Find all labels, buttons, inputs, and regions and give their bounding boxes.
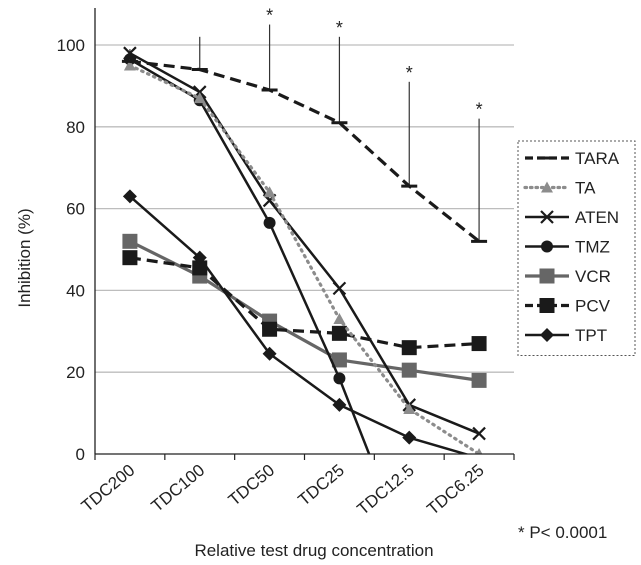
y-tick-labels: 0 20 40 60 80 100: [57, 36, 85, 464]
axes: [94, 8, 515, 460]
data-point: [401, 362, 417, 378]
series-tpt: [122, 189, 470, 454]
legend-label: TARA: [575, 149, 620, 168]
legend-swatch-marker: [540, 328, 554, 342]
legend-box: [517, 140, 636, 356]
series-line: [129, 239, 480, 382]
x-tick-label: TDC25: [295, 461, 348, 510]
data-point: [123, 59, 136, 71]
y-tick-label: 80: [66, 118, 85, 137]
significance-star: *: [406, 63, 413, 83]
x-tick-label: TDC50: [225, 461, 278, 510]
data-point: [331, 325, 347, 341]
legend-swatch-marker: [541, 240, 553, 253]
marker-stroke: [472, 426, 486, 441]
data-point: [472, 426, 486, 441]
x-tick-label: TDC12.5: [353, 461, 417, 519]
legend-item-tpt: TPT: [525, 326, 607, 345]
series-pcv: [122, 250, 487, 356]
data-point: [192, 250, 207, 265]
data-point: [401, 340, 417, 356]
y-tick-label: 40: [66, 281, 85, 300]
legend-label: VCR: [575, 267, 611, 286]
data-point: [471, 336, 487, 352]
x-tick-label: TDC100: [148, 461, 209, 516]
data-point: [402, 430, 417, 445]
legend-item-aten: ATEN: [525, 208, 619, 227]
y-tick-label: 0: [76, 445, 85, 464]
x-tick-labels: TDC200 TDC100 TDC50 TDC25 TDC12.5 TDC6.25: [78, 461, 488, 519]
gridlines: [95, 44, 514, 373]
legend: TARA TA ATEN TMZ VCR PCV TPT: [517, 140, 636, 356]
significance-star: *: [266, 6, 273, 26]
data-point: [262, 346, 277, 361]
series-line: [129, 59, 481, 243]
x-tick-label: TDC6.25: [423, 461, 487, 519]
legend-label: ATEN: [575, 208, 619, 227]
series-tara: [121, 59, 488, 243]
legend-swatch-marker: [540, 210, 554, 224]
significance-star: *: [476, 100, 483, 120]
legend-item-vcr: VCR: [525, 267, 611, 286]
legend-item-pcv: PCV: [525, 297, 611, 316]
data-point: [122, 250, 138, 266]
marker-stroke: [332, 281, 347, 296]
significance-stars: * * * *: [266, 6, 483, 120]
y-tick-label: 20: [66, 363, 85, 382]
data-point: [332, 281, 347, 296]
legend-swatch-marker: [539, 268, 555, 284]
series-line: [129, 52, 480, 435]
data-point: [333, 313, 346, 325]
legend-swatch-marker: [541, 181, 553, 193]
data-point: [263, 216, 276, 229]
data-point: [333, 372, 346, 385]
data-point: [123, 46, 137, 60]
marker-stroke: [540, 210, 554, 224]
data-point: [122, 233, 138, 249]
legend-item-tmz: TMZ: [525, 238, 610, 257]
series-line: [129, 195, 470, 454]
x-tick-label: TDC200: [78, 461, 139, 516]
y-tick-label: 100: [57, 36, 85, 55]
significance-note: * P< 0.0001: [518, 523, 607, 542]
series-line: [129, 256, 480, 350]
legend-swatch-marker: [539, 298, 555, 313]
legend-label: TPT: [575, 326, 607, 345]
data-point: [475, 448, 483, 454]
data-point: [122, 189, 137, 204]
data-point: [193, 92, 206, 104]
series-lines: [121, 46, 488, 454]
data-point: [263, 186, 276, 198]
legend-item-ta: TA: [523, 179, 596, 198]
y-axis-title: Inhibition (%): [15, 208, 34, 307]
data-point: [262, 321, 278, 337]
marker-stroke: [123, 46, 137, 60]
legend-label: TMZ: [575, 238, 610, 257]
series-ta: [123, 59, 483, 454]
data-point: [471, 372, 487, 388]
y-tick-label: 60: [66, 200, 85, 219]
data-point: [403, 403, 416, 415]
x-axis-title: Relative test drug concentration: [194, 541, 433, 560]
data-point: [332, 397, 347, 412]
significance-star: *: [336, 18, 343, 38]
legend-label: TA: [575, 179, 596, 198]
legend-label: PCV: [575, 297, 611, 316]
series-line: [128, 63, 481, 454]
legend-item-tara: TARA: [525, 149, 620, 168]
